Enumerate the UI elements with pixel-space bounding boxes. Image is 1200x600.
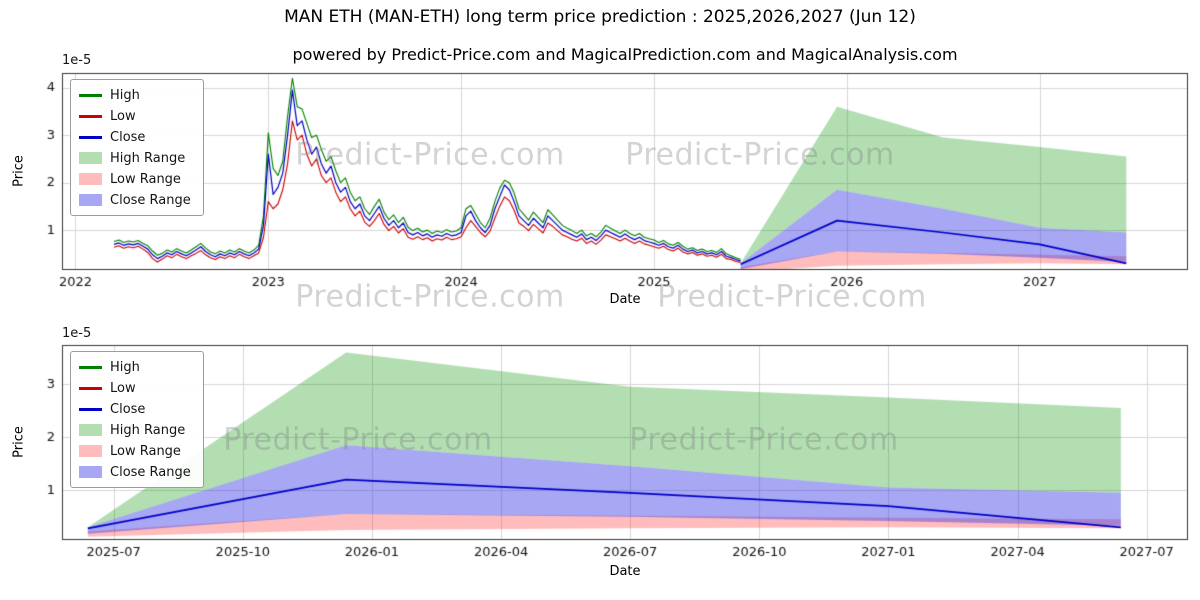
legend-swatch-line	[79, 135, 102, 139]
legend-swatch-line	[79, 365, 102, 369]
top-x-axis-label: Date	[609, 292, 641, 307]
legend-label: Close Range	[110, 192, 191, 208]
watermark-text: Predict-Price.com	[625, 137, 895, 173]
bottom-axis-scale-note: 1e-5	[62, 326, 92, 341]
watermark-text: Predict-Price.com	[295, 279, 565, 315]
legend-item-close-range: Close Range	[79, 463, 191, 481]
legend-item-low-range: Low Range	[79, 442, 191, 460]
legend-swatch-line	[79, 93, 102, 97]
legend-item-close: Close	[79, 400, 191, 418]
watermark-text: Predict-Price.com	[629, 422, 899, 458]
legend-label: High Range	[110, 150, 186, 166]
legend-label: High	[110, 359, 140, 375]
legend-swatch-line	[79, 407, 102, 411]
legend-item-low: Low	[79, 379, 191, 397]
legend-swatch-patch	[79, 173, 102, 185]
legend-swatch-patch	[79, 445, 102, 457]
legend-item-close-range: Close Range	[79, 191, 191, 209]
legend-swatch-patch	[79, 194, 102, 206]
legend-label: Close	[110, 401, 146, 417]
legend-item-high-range: High Range	[79, 421, 191, 439]
legend-item-low: Low	[79, 107, 191, 125]
figure-subtitle: powered by Predict-Price.com and Magical…	[292, 45, 958, 64]
legend-swatch-patch	[79, 466, 102, 478]
bottom-x-axis-label: Date	[609, 564, 641, 579]
legend-label: Low Range	[110, 171, 181, 187]
watermark-text: Predict-Price.com	[657, 279, 927, 315]
watermark-text: Predict-Price.com	[295, 137, 565, 173]
top-legend: High Low Close High Range Low Range Close Ran…	[70, 79, 204, 216]
watermark-text: Predict-Price.com	[223, 422, 493, 458]
legend-item-high: High	[79, 358, 191, 376]
legend-item-high: High	[79, 86, 191, 104]
bottom-legend: High Low Close High Range Low Range Close Ran…	[70, 351, 204, 488]
legend-item-high-range: High Range	[79, 149, 191, 167]
legend-label: Low	[110, 380, 136, 396]
legend-swatch-line	[79, 386, 102, 390]
legend-swatch-line	[79, 114, 102, 118]
legend-label: Close	[110, 129, 146, 145]
figure-title: MAN ETH (MAN-ETH) long term price predic…	[284, 7, 916, 27]
legend-swatch-patch	[79, 424, 102, 436]
legend-label: Close Range	[110, 464, 191, 480]
legend-label: High Range	[110, 422, 186, 438]
bottom-y-axis-label: Price	[11, 426, 27, 458]
top-y-axis-label: Price	[11, 155, 27, 187]
legend-label: Low Range	[110, 443, 181, 459]
legend-label: High	[110, 87, 140, 103]
legend-item-close: Close	[79, 128, 191, 146]
legend-item-low-range: Low Range	[79, 170, 191, 188]
legend-swatch-patch	[79, 152, 102, 164]
legend-label: Low	[110, 108, 136, 124]
top-axis-scale-note: 1e-5	[62, 53, 92, 68]
